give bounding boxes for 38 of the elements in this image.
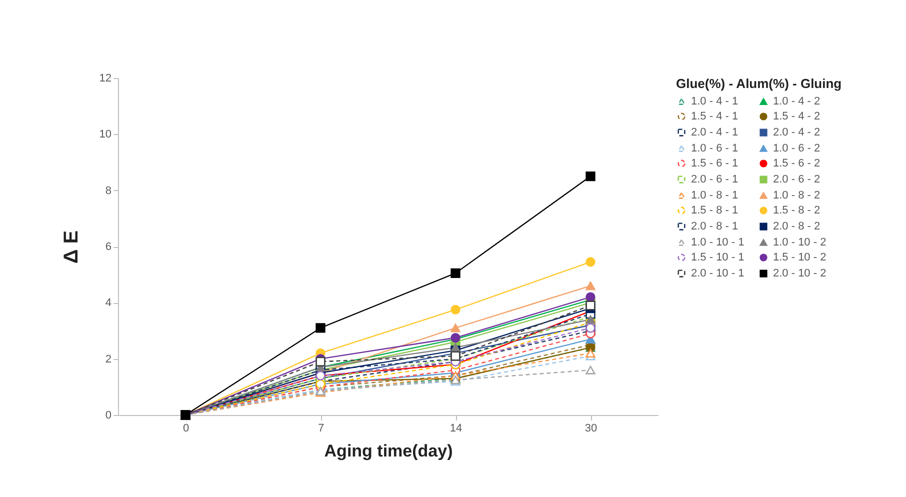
x-axis-title: Aging time(day) bbox=[324, 442, 453, 460]
legend-label: 1.5 - 10 - 2 bbox=[773, 252, 826, 264]
legend-label: 1.0 - 6 - 2 bbox=[773, 142, 820, 154]
legend-label: 1.5 - 8 - 2 bbox=[773, 204, 820, 216]
x-tick-label: 7 bbox=[318, 422, 324, 434]
legend-label: 2.0 - 10 - 2 bbox=[773, 268, 826, 280]
y-tick-label: 12 bbox=[99, 72, 112, 84]
legend-label: 1.0 - 8 - 1 bbox=[691, 190, 738, 202]
legend-label: 2.0 - 8 - 1 bbox=[691, 220, 738, 232]
y-tick-label: 0 bbox=[105, 410, 112, 422]
legend-label: 2.0 - 4 - 2 bbox=[773, 126, 820, 138]
legend-label: 1.5 - 6 - 2 bbox=[773, 158, 820, 170]
y-axis-title: Δ E bbox=[60, 230, 82, 264]
legend-label: 1.5 - 4 - 1 bbox=[691, 110, 738, 122]
legend-label: 1.5 - 10 - 1 bbox=[691, 252, 744, 264]
x-tick-label: 14 bbox=[450, 422, 462, 434]
legend-label: 1.0 - 10 - 1 bbox=[691, 236, 744, 248]
legend-label: 1.0 - 10 - 2 bbox=[773, 236, 826, 248]
y-tick-label: 2 bbox=[105, 353, 112, 366]
x-tick-label: 0 bbox=[182, 422, 190, 434]
y-tick-label: 6 bbox=[105, 241, 112, 253]
x-tick-label: 30 bbox=[584, 422, 598, 434]
legend-label: 2.0 - 6 - 1 bbox=[691, 174, 738, 186]
legend-label: 1.0 - 8 - 2 bbox=[773, 190, 820, 202]
legend-label: 1.5 - 8 - 1 bbox=[691, 204, 738, 216]
legend-label: 2.0 - 10 - 1 bbox=[691, 268, 744, 280]
legend-label: 1.5 - 4 - 2 bbox=[773, 110, 820, 122]
legend-label: 1.0 - 6 - 1 bbox=[691, 142, 738, 154]
legend-label: 1.0 - 4 - 1 bbox=[691, 96, 738, 108]
y-tick-label: 10 bbox=[99, 128, 112, 141]
legend-label: 1.5 - 6 - 1 bbox=[691, 158, 738, 170]
legend-title: Glue(%) - Alum(%) - Gluing bbox=[676, 76, 842, 91]
y-tick-label: 4 bbox=[105, 297, 112, 310]
legend-label: 2.0 - 8 - 2 bbox=[773, 220, 820, 232]
legend-label: 1.0 - 4 - 2 bbox=[773, 96, 820, 108]
y-tick-label: 8 bbox=[105, 184, 112, 197]
legend-label: 2.0 - 6 - 2 bbox=[773, 174, 820, 186]
legend-label: 2.0 - 4 - 1 bbox=[691, 126, 738, 138]
